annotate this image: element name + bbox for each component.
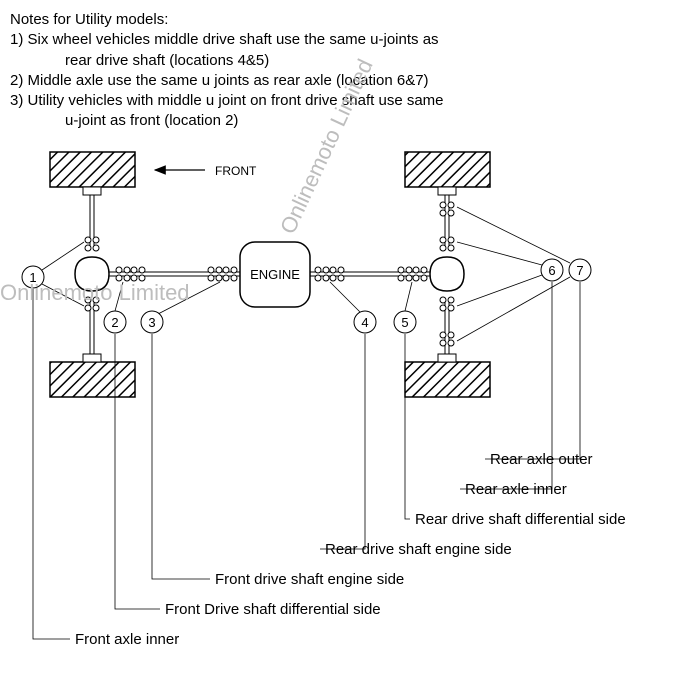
note-3: 3) Utility vehicles with middle u joint … (10, 91, 690, 132)
label-6: Front axle inner (75, 631, 179, 648)
label-1: Rear axle inner (465, 481, 567, 498)
note-2-line1: 2) Middle axle use the same u joints as … (10, 72, 429, 89)
note-3-line2: u-joint as front (location 2) (65, 111, 690, 131)
engine-label: ENGINE (250, 267, 300, 282)
note-2: 2) Middle axle use the same u joints as … (10, 71, 690, 91)
notes-title: Notes for Utility models: (10, 10, 690, 30)
diagram-svg: ENGINE FRONT (10, 142, 690, 672)
label-2: Rear drive shaft differential side (415, 511, 626, 528)
note-1: 1) Six wheel vehicles middle drive shaft… (10, 30, 690, 71)
callout-num-3: 3 (148, 315, 155, 330)
notes-block: Notes for Utility models: 1) Six wheel v… (10, 10, 690, 132)
diagram: Onlinemoto Limited Onlinemoto Limited (10, 142, 690, 672)
note-1-line2: rear drive shaft (locations 4&5) (65, 51, 690, 71)
callout-num-2: 2 (111, 315, 118, 330)
callout-num-6: 6 (548, 263, 555, 278)
front-label: FRONT (215, 164, 257, 178)
callout-num-7: 7 (576, 263, 583, 278)
note-3-line1: 3) Utility vehicles with middle u joint … (10, 92, 444, 109)
callout-num-4: 4 (361, 315, 368, 330)
label-5: Front Drive shaft differential side (165, 601, 381, 618)
label-4: Front drive shaft engine side (215, 571, 404, 588)
callout-num-1: 1 (29, 270, 36, 285)
label-0: Rear axle outer (490, 451, 593, 468)
callout-num-5: 5 (401, 315, 408, 330)
note-1-line1: 1) Six wheel vehicles middle drive shaft… (10, 31, 439, 48)
label-3: Rear drive shaft engine side (325, 541, 512, 558)
